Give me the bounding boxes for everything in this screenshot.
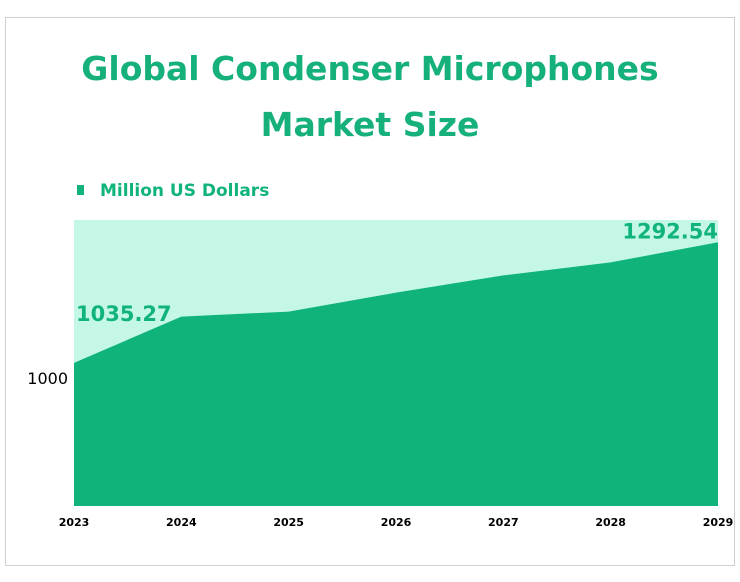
x-tick-label: 2027 xyxy=(488,516,519,529)
x-tick-label: 2025 xyxy=(273,516,304,529)
y-tick-label: 1000 xyxy=(27,369,68,388)
x-tick-label: 2026 xyxy=(381,516,412,529)
value-label: 1292.54 xyxy=(622,219,718,243)
x-tick-label: 2024 xyxy=(166,516,197,529)
x-tick-label: 2028 xyxy=(595,516,626,529)
chart-title: Global Condenser Microphones Market Size xyxy=(81,49,658,144)
area xyxy=(74,242,718,506)
x-tick-label: 2029 xyxy=(703,516,734,529)
x-tick-label: 2023 xyxy=(59,516,90,529)
value-label: 1035.27 xyxy=(76,302,172,326)
legend-label: Million US Dollars xyxy=(100,181,269,201)
legend-swatch xyxy=(77,185,84,195)
